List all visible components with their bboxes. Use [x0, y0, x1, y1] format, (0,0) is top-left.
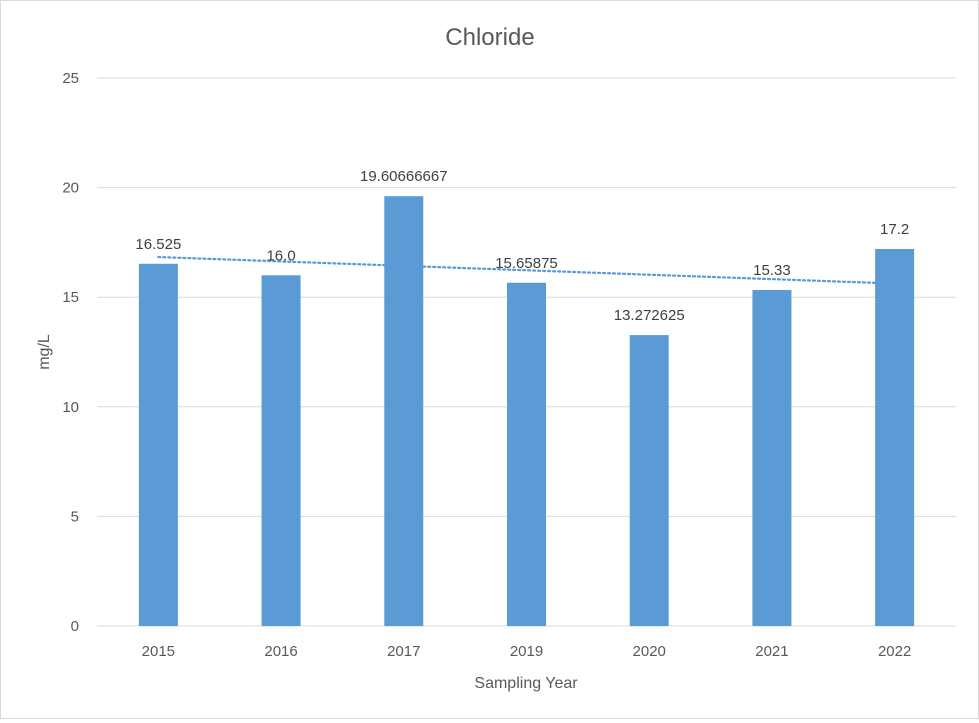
x-tick-label: 2017: [387, 643, 420, 660]
data-label: 15.65875: [495, 255, 558, 272]
y-tick-label: 0: [71, 618, 79, 635]
trendline: [157, 255, 896, 285]
chart-title: Chloride: [445, 24, 534, 51]
x-tick-label: 2022: [878, 643, 911, 660]
x-tick-label: 2019: [510, 643, 543, 660]
data-label: 19.60666667: [360, 168, 448, 185]
bar-2020: [629, 335, 669, 626]
data-labels: 16.525 16.0 19.60666667 15.65875 13.272625 15…: [135, 168, 909, 324]
bar-2021: [752, 289, 792, 626]
data-label: 16.0: [266, 247, 295, 264]
bars: [138, 196, 915, 626]
x-tick-label: 2020: [633, 643, 666, 660]
x-tick-label: 2021: [755, 643, 788, 660]
x-tick-label: 2015: [142, 643, 175, 660]
trendline-layer: [157, 255, 896, 285]
bar-2017: [384, 196, 424, 626]
bar-2016: [261, 275, 301, 626]
data-label: 16.525: [135, 236, 181, 253]
data-label: 17.2: [880, 221, 909, 238]
bar-2022: [875, 248, 915, 626]
y-tick-label: 25: [62, 70, 79, 87]
bar-2019: [507, 282, 546, 626]
data-label: 13.272625: [614, 307, 685, 324]
x-tick-label: 2016: [264, 643, 297, 660]
y-tick-label: 20: [62, 180, 79, 197]
x-axis-ticks: 2015 2016 2017 2019 2020 2021 2022: [142, 643, 912, 660]
y-tick-label: 15: [62, 289, 79, 306]
y-axis-ticks: 0 5 10 15 20 25: [62, 70, 79, 635]
x-axis-title: Sampling Year: [474, 675, 578, 692]
y-tick-label: 5: [71, 508, 79, 525]
y-axis-title: mg/L: [36, 334, 53, 370]
bar-2015: [138, 263, 178, 626]
y-tick-label: 10: [62, 399, 79, 416]
data-label: 15.33: [753, 262, 791, 279]
